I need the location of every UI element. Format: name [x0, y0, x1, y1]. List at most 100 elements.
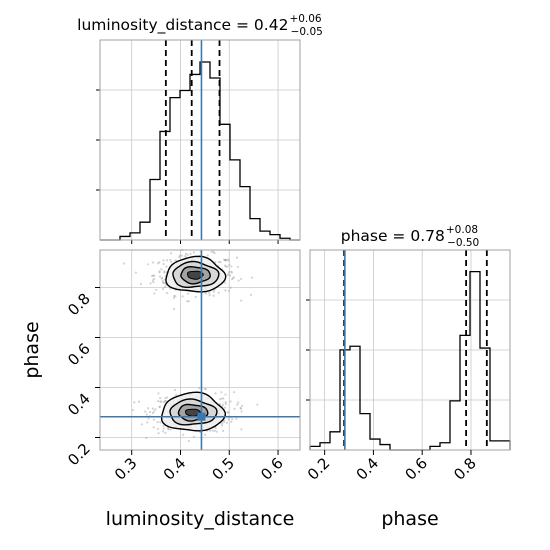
scatter-point [222, 258, 226, 261]
scatter-point [147, 417, 150, 420]
scatter-point [214, 260, 217, 264]
scatter-point [222, 420, 226, 424]
scatter-point [158, 405, 161, 408]
scatter-point [145, 413, 148, 416]
scatter-point [214, 392, 217, 395]
scatter-point [167, 428, 170, 431]
scatter-point [160, 268, 163, 271]
joint-panel: 0.3 0.4 0.5 0.6 0.20.40.60.8 [64, 248, 301, 484]
scatter-point [235, 417, 238, 420]
scatter-point [249, 293, 253, 297]
scatter-point [158, 405, 161, 409]
scatter-point [219, 261, 222, 264]
scatter-point [228, 270, 231, 274]
luminosity-distance-marginal-panel: luminosity_distance = 0.42+0.06 −0.05 [77, 13, 323, 244]
phase-marginal-frame [309, 249, 511, 451]
scatter-point [229, 400, 232, 403]
scatter-point [154, 408, 157, 411]
density-contour [185, 408, 201, 417]
scatter-point [224, 259, 227, 262]
scatter-point [212, 290, 215, 293]
scatter-point [224, 259, 228, 262]
scatter-point [161, 279, 164, 283]
scatter-point [213, 251, 216, 255]
scatter-point [213, 429, 216, 432]
scatter-point [235, 256, 239, 259]
scatter-point [230, 271, 234, 274]
scatter-point [227, 289, 230, 293]
scatter-point [198, 386, 201, 390]
scatter-point [152, 274, 155, 277]
scatter-point [172, 307, 176, 311]
y-axis-label-phase: phase [21, 321, 43, 378]
scatter-point [181, 295, 184, 298]
phase-title: phase = 0.78+0.08 −0.50 [341, 224, 480, 249]
phase-marginal-panel: 0.2 0.4 0.6 0.8 phase = 0.78+0.08 −0.50 [304, 224, 511, 484]
scatter-point [159, 396, 162, 400]
scatter-point [226, 265, 229, 268]
scatter-point [240, 410, 243, 413]
scatter-point [204, 388, 207, 391]
scatter-point [151, 261, 154, 264]
scatter-point [224, 393, 227, 396]
scatter-point [166, 427, 170, 430]
scatter-point [147, 407, 150, 410]
x-axis-label-luminosity-distance: luminosity_distance [106, 508, 295, 530]
scatter-point [212, 250, 215, 253]
scatter-point [222, 397, 225, 400]
scatter-point [232, 276, 235, 279]
scatter-point [187, 292, 190, 295]
scatter-point [223, 281, 227, 284]
scatter-point [239, 406, 242, 410]
scatter-point [158, 270, 161, 273]
scatter-point [152, 418, 156, 421]
scatter-point [157, 432, 160, 435]
scatter-point [162, 401, 165, 404]
joint-panel-frame [99, 249, 301, 451]
scatter-point [146, 421, 149, 424]
scatter-point [147, 263, 150, 266]
scatter-point [162, 424, 165, 427]
scatter-point [163, 399, 166, 403]
scatter-point [153, 274, 156, 277]
luminosity-distance-title: luminosity_distance = 0.42+0.06 −0.05 [77, 13, 323, 38]
scatter-point [174, 259, 177, 262]
scatter-point [144, 410, 147, 413]
scatter-point [230, 265, 233, 268]
scatter-point [210, 250, 213, 253]
scatter-point [159, 421, 162, 424]
scatter-point [180, 254, 184, 257]
scatter-point [184, 255, 187, 258]
scatter-point [149, 282, 152, 285]
scatter-point [178, 256, 181, 259]
phase-title-lower-error: −0.50 [447, 237, 479, 249]
scatter-point [165, 292, 169, 295]
scatter-point [192, 435, 196, 438]
scatter-point [162, 263, 165, 266]
scatter-point [227, 259, 230, 262]
scatter-point [162, 259, 165, 262]
scatter-point [250, 276, 254, 279]
scatter-point [224, 289, 227, 292]
scatter-point [131, 409, 135, 412]
scatter-point [165, 259, 169, 262]
scatter-point [224, 402, 228, 406]
scatter-point [226, 273, 230, 277]
x-axis-label-phase: phase [381, 508, 438, 530]
scatter-point [223, 258, 227, 262]
scatter-point [225, 421, 229, 424]
scatter-point [224, 401, 227, 404]
scatter-point [170, 260, 173, 263]
scatter-point [169, 252, 173, 255]
scatter-point [226, 411, 229, 414]
scatter-point [155, 288, 158, 292]
scatter-point [222, 429, 225, 433]
scatter-point [140, 423, 143, 426]
scatter-point [151, 412, 154, 415]
scatter-point [236, 403, 239, 406]
scatter-point [227, 418, 230, 421]
scatter-point [158, 261, 161, 264]
scatter-point [220, 391, 223, 394]
scatter-point [158, 271, 161, 274]
